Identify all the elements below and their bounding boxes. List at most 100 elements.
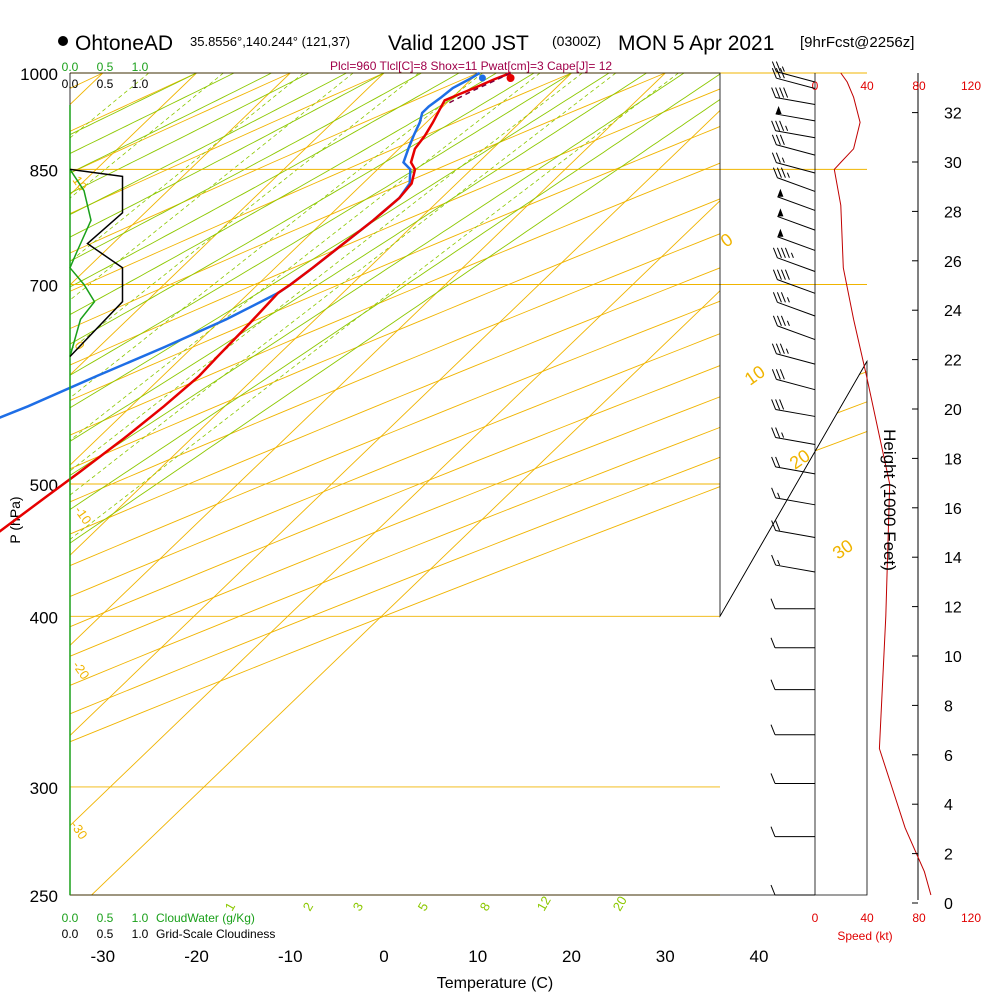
wind-barb — [776, 71, 816, 83]
wind-barb — [776, 353, 816, 365]
isotherm-line — [70, 73, 479, 895]
height-tick-label: 8 — [944, 698, 953, 715]
wind-barb-half — [777, 559, 781, 566]
height-tick-label: 28 — [944, 204, 962, 221]
wind-barb-flag — [770, 724, 776, 735]
wind-speed-line — [833, 72, 932, 896]
wind-speed-top-tick: 0 — [812, 79, 819, 93]
pressure-tick-label: 400 — [30, 608, 58, 627]
wind-barb — [777, 236, 816, 251]
height-tick-label: 6 — [944, 748, 953, 765]
station-marker-icon — [58, 36, 68, 46]
wind-barb-flag — [784, 269, 790, 280]
isotherm-label: -20 — [70, 658, 93, 682]
temperature-tick-label: 10 — [468, 947, 487, 966]
wind-barb-flag — [779, 120, 785, 131]
x-axis-label: Temperature (C) — [437, 975, 553, 992]
stability-indices: Plcl=960 Tlcl[C]=8 Shox=11 Pwat[cm]=3 Ca… — [330, 59, 612, 73]
wind-barb-flag — [775, 456, 781, 468]
wind-barb-pennant — [777, 228, 784, 237]
dry-adiabat-line — [70, 73, 867, 895]
mixing-ratio-label: 5 — [415, 900, 432, 914]
cloudiness-bottom-tick: 1.0 — [132, 927, 149, 941]
cloud-water-axis-label: CloudWater (g/Kg) — [156, 911, 255, 925]
pressure-tick-label: 300 — [30, 779, 58, 798]
wind-barb — [777, 279, 816, 294]
dry-adiabat-line — [70, 73, 867, 895]
moist-adiabat-line — [70, 73, 760, 895]
wind-barb — [777, 257, 816, 272]
wind-barb-half — [786, 172, 790, 178]
moist-adiabat-line — [70, 73, 422, 895]
moist-adiabat-line — [70, 73, 235, 895]
wind-barb — [777, 301, 816, 317]
wind-barb-flag — [775, 67, 781, 79]
height-tick-label: 32 — [944, 106, 962, 123]
wind-barb-flag — [775, 427, 781, 438]
mixing-ratio-line — [70, 73, 483, 617]
wind-barb-flag — [771, 67, 777, 79]
wind-barb-flag — [771, 61, 777, 72]
height-axis-label: Height (1000 Feet) — [880, 429, 899, 571]
wind-barb-flag — [772, 292, 778, 303]
wind-barb-flag — [771, 152, 777, 163]
wind-barb-pennant — [775, 105, 782, 114]
wind-barb-flag — [775, 120, 781, 131]
wind-barb-flag — [771, 520, 777, 531]
height-tick-label: 2 — [944, 847, 953, 864]
wind-speed-top-tick: 80 — [912, 79, 926, 93]
wind-barb-flag — [775, 87, 781, 98]
isotherm-line — [70, 73, 385, 895]
height-tick-label: 14 — [944, 550, 962, 567]
height-tick-label: 24 — [944, 303, 962, 320]
height-tick-label: 4 — [944, 797, 953, 814]
dry-adiabat-line — [70, 73, 867, 895]
wind-barb-flag — [775, 152, 781, 163]
wind-barb — [776, 378, 816, 391]
wind-barb-half — [781, 66, 785, 72]
wind-barb-flag — [770, 598, 776, 609]
wind-barb — [775, 564, 816, 573]
wind-speed-top-tick: 40 — [860, 79, 874, 93]
wind-barb — [775, 130, 816, 139]
dry-adiabat-line — [70, 73, 867, 895]
cloud-water-top-tick: 0.0 — [62, 60, 79, 74]
height-tick-label: 18 — [944, 451, 962, 468]
cloud-water-line — [69, 168, 96, 357]
wind-barb-flag — [775, 134, 781, 145]
wind-barb-half — [786, 297, 790, 303]
cloudiness-top-tick: 0.0 — [62, 77, 79, 91]
wind-barb-flag — [780, 167, 786, 178]
wind-barb-flag — [772, 315, 778, 327]
wind-barb-flag — [779, 134, 785, 145]
wind-barb-flag — [772, 269, 778, 280]
wind-speed-top-tick: 120 — [961, 79, 981, 93]
wind-barb-flag — [776, 315, 782, 327]
cloud-water-top-tick: 1.0 — [132, 60, 149, 74]
wind-barb-half — [777, 492, 781, 499]
wind-barb-flag — [779, 343, 785, 354]
cloud-water-bottom-tick: 0.0 — [62, 911, 79, 925]
wind-barb-flag — [771, 369, 777, 380]
pressure-tick-label: 500 — [30, 476, 58, 495]
moist-adiabat-line — [70, 73, 647, 895]
wind-barb-flag — [784, 247, 790, 258]
wind-barb-flag — [771, 399, 777, 410]
pressure-tick-label: 250 — [30, 887, 58, 906]
height-tick-label: 12 — [944, 600, 962, 617]
wind-barb-flag — [770, 637, 776, 648]
wind-barb-flag — [771, 456, 777, 468]
dry-adiabat-line — [70, 73, 760, 895]
surface-dewpoint-marker — [478, 74, 486, 82]
wind-barb-flag — [775, 369, 781, 380]
wind-barb-flag — [780, 315, 786, 327]
moist-adiabat-line — [70, 73, 535, 895]
temperature-tick-label: -30 — [90, 947, 115, 966]
wind-barb-flag — [772, 167, 778, 178]
wind-barb-flag — [771, 87, 777, 98]
wind-barb — [777, 196, 816, 211]
moist-adiabat-line — [70, 73, 385, 895]
wind-barb-flag — [783, 87, 789, 98]
wind-barb — [777, 215, 816, 231]
